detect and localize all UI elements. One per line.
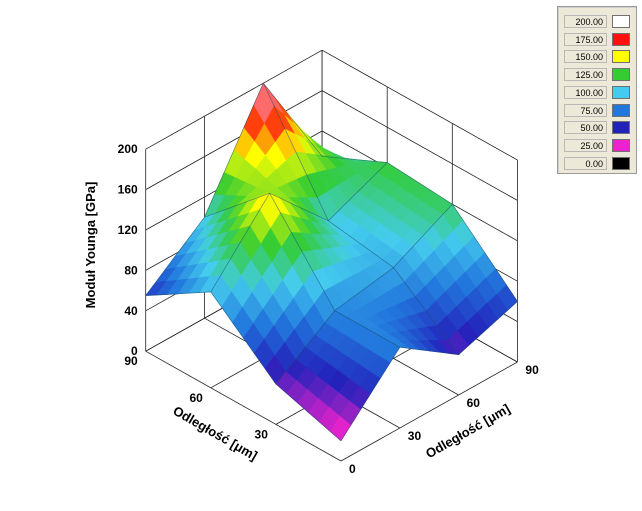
right-axis-tick-label: 60 (467, 396, 481, 410)
floor-grid-line (145, 350, 342, 462)
legend-swatch (612, 121, 630, 135)
legend-entry: 50.00 (564, 120, 630, 135)
legend-swatch (612, 15, 630, 28)
legend-swatch (612, 85, 630, 99)
color-legend: 200.00 175.00 150.00 125.00 100.00 75.00 50.00… (557, 6, 637, 174)
legend-entry: 75.00 (564, 103, 630, 118)
legend-entry: 0.00 (564, 156, 630, 171)
legend-value: 100.00 (564, 85, 607, 99)
mesh-line (204, 192, 400, 348)
legend-entry: 175.00 (564, 32, 630, 47)
z-tick-label: 80 (124, 263, 138, 277)
wall-grid-line (145, 90, 518, 201)
mesh-line (275, 203, 453, 385)
left-axis-tick-label: 60 (189, 391, 203, 405)
mesh-line (322, 155, 518, 302)
legend-swatch (612, 32, 630, 46)
mesh-line (145, 82, 323, 296)
left-axis-title: Odległość [μm] (171, 403, 260, 463)
z-tick-label: 0 (131, 344, 138, 358)
legend-value: 150.00 (564, 50, 607, 64)
legend-value: 25.00 (564, 138, 607, 152)
mesh-line (340, 301, 518, 441)
z-tick-label: 120 (118, 223, 138, 237)
left-axis-tick-label: 90 (124, 354, 138, 368)
surface-mesh (145, 82, 518, 442)
legend-value: 125.00 (564, 68, 607, 82)
legend-entry: 100.00 (564, 85, 630, 100)
z-axis-title: Moduł Younga [GPa] (83, 182, 98, 309)
legend-entry: 200.00 (564, 14, 630, 29)
mesh-line (262, 83, 459, 355)
right-axis-tick-label: 30 (408, 429, 422, 443)
legend-swatch (612, 156, 630, 170)
right-axis-tick-label: 90 (525, 363, 539, 377)
legend-value: 200.00 (564, 15, 607, 28)
chart-axes: 0 40 80 120 160 200 0 30 60 90 30 60 90 (118, 142, 539, 476)
floor-grid-line (340, 361, 518, 462)
legend-swatch (612, 68, 630, 82)
right-axis-tick-label: 0 (349, 462, 356, 476)
left-axis-tick-label: 30 (255, 427, 269, 441)
legend-value: 0.00 (564, 156, 607, 170)
z-tick-label: 160 (118, 183, 138, 197)
z-tick-label: 40 (124, 304, 138, 318)
mesh-line (145, 291, 342, 442)
legend-swatch (612, 103, 630, 117)
legend-entry: 125.00 (564, 67, 630, 82)
legend-value: 75.00 (564, 103, 607, 117)
legend-entry: 25.00 (564, 138, 630, 153)
legend-swatch (612, 138, 630, 152)
wall-grid-line (145, 49, 518, 161)
z-tick-label: 200 (118, 142, 138, 156)
legend-swatch (612, 50, 630, 64)
mesh-line (210, 162, 388, 293)
legend-value: 175.00 (564, 32, 607, 46)
legend-value: 50.00 (564, 121, 607, 135)
legend-entry: 150.00 (564, 49, 630, 64)
